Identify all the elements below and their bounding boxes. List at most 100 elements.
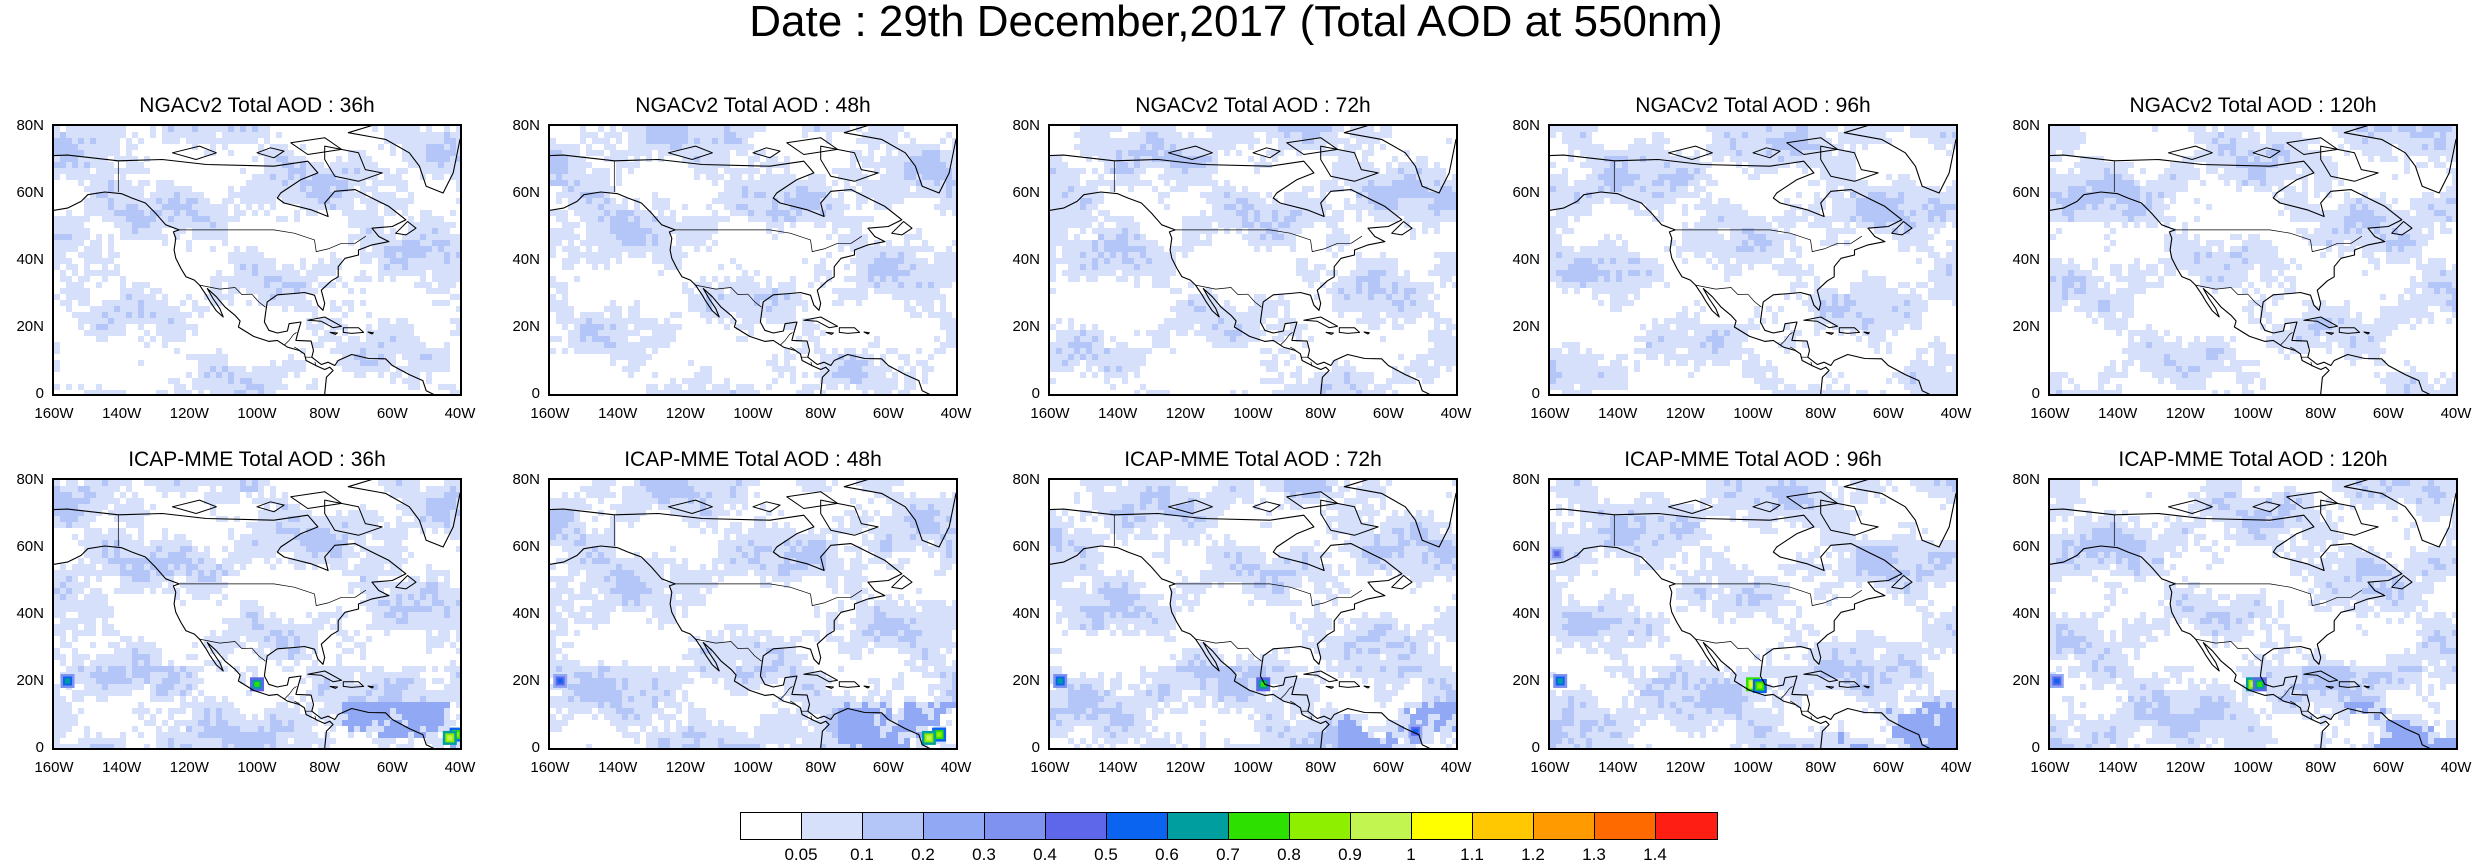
lat-tick-label: 80N [1498,472,1540,488]
aod-hotspot [937,732,942,737]
lon-tick-label: 40W [430,406,490,422]
lat-tick-label: 40N [1498,606,1540,622]
aod-hotspot [2054,679,2059,684]
aod-map-plot [1548,124,1958,396]
lon-tick-label: 100W [1223,406,1283,422]
lon-tick-label: 160W [24,760,84,776]
aod-field-svg [2050,480,2456,748]
lon-tick-label: 140W [2088,406,2148,422]
lon-tick-label: 80W [2291,406,2351,422]
lat-tick-label: 20N [2,319,44,335]
panel-title: NGACv2 Total AOD : 36h [52,94,462,118]
lat-tick-label: 0 [2,386,44,402]
aod-hotspot [558,679,563,684]
lat-tick-label: 0 [998,740,1040,756]
aod-hotspot [1757,684,1762,689]
aod-field-svg [54,480,460,748]
lat-tick-label: 0 [498,386,540,402]
panel-title: NGACv2 Total AOD : 72h [1048,94,1458,118]
coastline-island [1326,332,1333,334]
colorbar-label: 1 [1381,846,1441,864]
colorbar-box [1595,813,1656,839]
colorbar-label: 0.2 [893,846,953,864]
aod-hotspot [1058,679,1063,684]
coastline-island [1339,682,1359,688]
lon-tick-label: 100W [1723,760,1783,776]
lon-tick-label: 160W [520,760,580,776]
lon-tick-label: 100W [227,406,287,422]
aod-colorbar [740,812,1718,840]
coastline-island [1304,317,1338,328]
colorbar-label: 1.4 [1625,846,1685,864]
lat-tick-label: 40N [498,252,540,268]
colorbar-box [1473,813,1534,839]
coastline-island [291,138,342,155]
country-border [1696,639,1762,661]
lon-tick-label: 120W [655,406,715,422]
colorbar-box [1534,813,1595,839]
aod-hotspot [447,735,452,740]
lon-tick-label: 120W [2155,760,2215,776]
lon-tick-label: 60W [1858,406,1918,422]
lat-tick-label: 20N [1998,319,2040,335]
colorbar-label: 0.9 [1320,846,1380,864]
aod-map-plot [52,124,462,396]
country-border [780,332,793,345]
aod-hotspot [2257,682,2262,687]
lon-tick-label: 80W [1291,760,1351,776]
lat-tick-label: 80N [498,472,540,488]
lon-tick-label: 40W [926,760,986,776]
lon-tick-label: 140W [1088,406,1148,422]
colorbar-label: 0.8 [1259,846,1319,864]
colorbar-label: 1.1 [1442,846,1502,864]
coastline-island [753,502,780,512]
lon-tick-label: 60W [362,760,422,776]
lon-tick-label: 40W [430,760,490,776]
lat-tick-label: 60N [498,185,540,201]
coastline-island [864,686,869,688]
lat-tick-label: 60N [998,539,1040,555]
lon-tick-label: 160W [520,406,580,422]
lon-tick-label: 140W [92,406,152,422]
lon-tick-label: 120W [159,406,219,422]
aod-field-svg [550,480,956,748]
lon-tick-label: 100W [1223,760,1283,776]
colorbar-box [1168,813,1229,839]
lat-tick-label: 20N [998,673,1040,689]
lat-tick-label: 60N [1998,185,2040,201]
lat-tick-label: 40N [998,606,1040,622]
panel-title: ICAP-MME Total AOD : 36h [52,448,462,472]
lat-tick-label: 20N [498,673,540,689]
lat-tick-label: 40N [1498,252,1540,268]
lon-tick-label: 120W [655,760,715,776]
coastline-island [1326,686,1333,688]
lon-tick-label: 60W [2358,406,2418,422]
panel-title: ICAP-MME Total AOD : 96h [1548,448,1958,472]
lon-tick-label: 120W [2155,406,2215,422]
lon-tick-label: 160W [1020,760,1080,776]
coastline-island [839,682,859,688]
aod-map-plot [52,478,462,750]
lon-tick-label: 100W [227,760,287,776]
lon-tick-label: 80W [2291,760,2351,776]
lon-tick-label: 80W [791,406,851,422]
colorbar-box [1656,813,1717,839]
aod-hotspot [926,735,931,740]
lon-tick-label: 60W [2358,760,2418,776]
lon-tick-label: 60W [858,760,918,776]
lat-tick-label: 40N [1998,252,2040,268]
panel-title: NGACv2 Total AOD : 48h [548,94,958,118]
lat-tick-label: 60N [2,539,44,555]
lat-tick-label: 80N [1498,118,1540,134]
lat-tick-label: 80N [1998,118,2040,134]
colorbar-box [985,813,1046,839]
colorbar-label: 1.3 [1564,846,1624,864]
aod-map-plot [1048,478,1458,750]
colorbar-label: 0.4 [1015,846,1075,864]
coastline-island [787,492,838,509]
lon-tick-label: 140W [1588,406,1648,422]
lon-tick-label: 60W [1358,406,1418,422]
lon-tick-label: 140W [588,406,648,422]
lat-tick-label: 0 [1998,740,2040,756]
lat-tick-label: 20N [1498,319,1540,335]
